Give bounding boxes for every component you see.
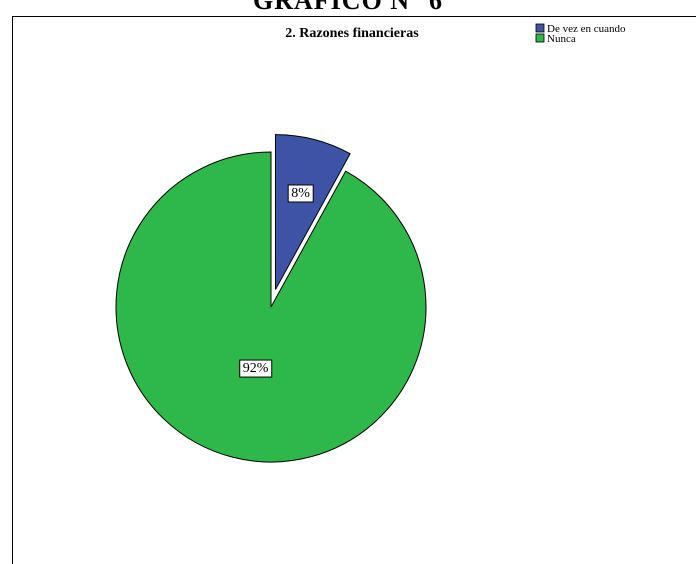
slice-label-2: 92% — [239, 359, 273, 378]
page-heading: GRÁFICO N° 6 — [253, 0, 443, 15]
legend-swatch-2 — [535, 33, 545, 43]
slice-label-text-2: 92% — [243, 361, 269, 376]
slice-labels: 8% 92% — [239, 184, 314, 378]
slice-label-text-1: 8% — [291, 186, 310, 201]
legend-label-1: De vez en cuando — [547, 23, 626, 35]
slice-label-1: 8% — [287, 184, 314, 203]
pie-slice-2 — [115, 151, 427, 463]
pie-slice-1 — [274, 134, 351, 290]
slice-label-box-1 — [287, 184, 314, 203]
pie-slices — [115, 134, 427, 463]
legend-swatch-1 — [535, 23, 545, 33]
slice-label-box-2 — [239, 359, 273, 378]
chart-title: 2. Razones financieras — [285, 26, 419, 41]
legend-label-2: Nunca — [547, 33, 576, 45]
